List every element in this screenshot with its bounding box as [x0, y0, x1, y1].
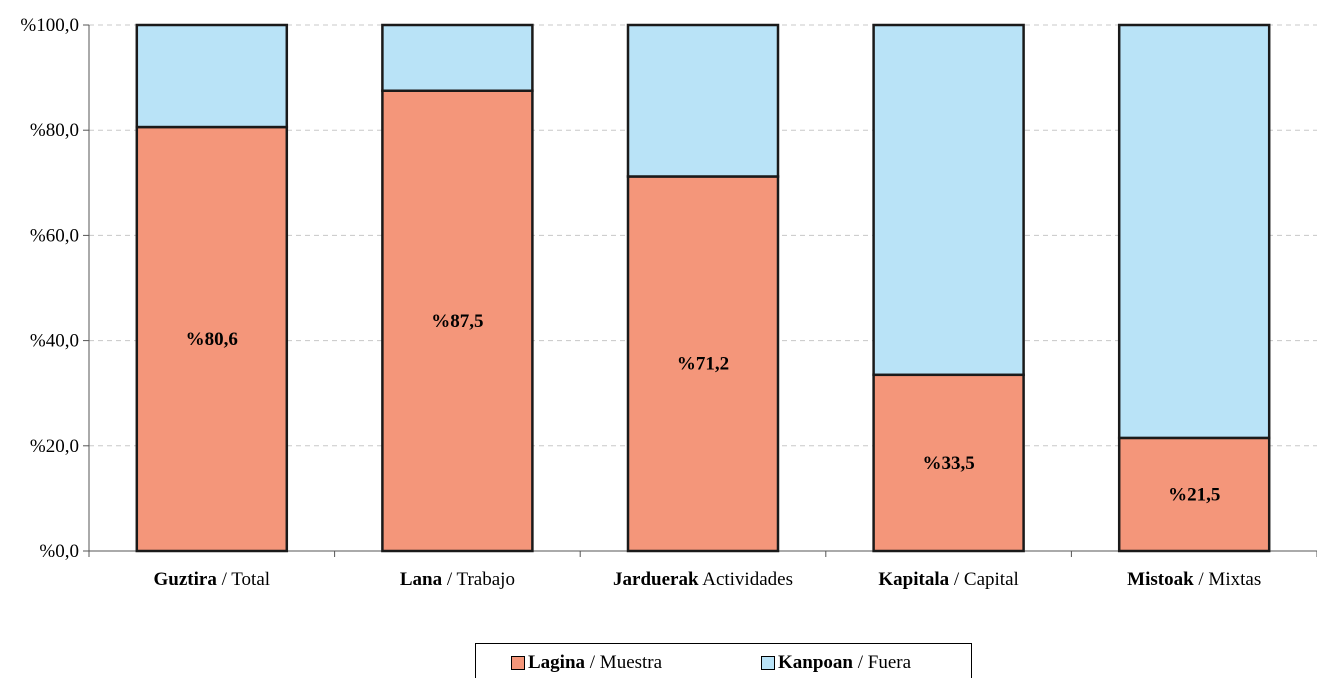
y-tick-label: %60,0	[30, 225, 79, 246]
legend-label-bold: Kanpoan	[778, 652, 853, 673]
x-category-label: Jarduerak Actividades	[613, 569, 793, 590]
x-category-label-rest: / Mixtas	[1194, 569, 1262, 590]
y-axis-tick-labels: %0,0 %20,0 %40,0 %60,0 %80,0 %100,0	[20, 15, 79, 562]
bar-segment-fuera	[626, 23, 780, 178]
x-category-label-bold: Guztira	[154, 569, 218, 590]
data-labels: %80,6 %87,5 %71,2 %33,5 %21,5	[186, 311, 1221, 506]
bar-segment-fuera	[135, 23, 289, 129]
legend-item-muestra: Lagina / Muestra	[511, 652, 662, 674]
bar-segment-muestra	[1117, 436, 1271, 553]
bar-segment-fuera	[381, 23, 534, 92]
data-label: %21,5	[1168, 484, 1220, 505]
x-category-label: Mistoak / Mixtas	[1127, 569, 1261, 590]
bar-segment-muestra	[135, 125, 289, 553]
x-category-label: Lana / Trabajo	[400, 569, 515, 590]
x-category-label-rest: / Total	[217, 569, 270, 590]
data-label: %80,6	[186, 329, 238, 350]
data-label: %33,5	[922, 453, 974, 474]
legend-label-rest: / Muestra	[585, 652, 663, 673]
x-category-label-rest: / Trabajo	[442, 569, 515, 590]
x-category-label: Guztira / Total	[154, 569, 271, 590]
y-tick-label: %20,0	[30, 436, 79, 457]
bar-segment-fuera	[1117, 23, 1271, 440]
bar-segment-muestra	[626, 175, 780, 553]
bars	[135, 23, 1271, 553]
y-tick-label: %0,0	[39, 541, 79, 562]
legend-swatch-muestra	[511, 656, 525, 670]
legend-label-rest: / Fuera	[852, 652, 912, 673]
y-tick-label: %80,0	[30, 120, 79, 141]
bar-segment-fuera	[872, 23, 1025, 377]
x-category-label-bold: Kapitala	[878, 569, 949, 590]
x-category-label-bold: Jarduerak	[613, 569, 699, 590]
y-tick-label: %40,0	[30, 331, 79, 352]
data-label: %71,2	[677, 354, 729, 375]
x-category-label-rest: Actividades	[699, 569, 793, 590]
stacked-bar-chart: %80,6 %87,5 %71,2 %33,5 %21,5 %0,0 %20,0 %40,0…	[20, 15, 1317, 590]
x-category-label: Kapitala / Capital	[878, 569, 1018, 590]
x-category-label-bold: Lana	[400, 569, 443, 590]
y-tick-label: %100,0	[20, 15, 79, 36]
x-axis-category-labels: Guztira / Total Lana / Trabajo Jarduerak A…	[154, 569, 1262, 590]
legend-swatch-fuera	[761, 656, 775, 670]
bar-segment-muestra	[872, 373, 1025, 553]
data-label: %87,5	[431, 311, 483, 332]
x-category-label-rest: / Capital	[949, 569, 1019, 590]
legend-label-bold: Lagina	[528, 652, 586, 673]
legend: Lagina / Muestra Kanpoan / Fuera	[475, 643, 972, 678]
x-category-label-bold: Mistoak	[1127, 569, 1194, 590]
legend-item-fuera: Kanpoan / Fuera	[761, 652, 911, 674]
